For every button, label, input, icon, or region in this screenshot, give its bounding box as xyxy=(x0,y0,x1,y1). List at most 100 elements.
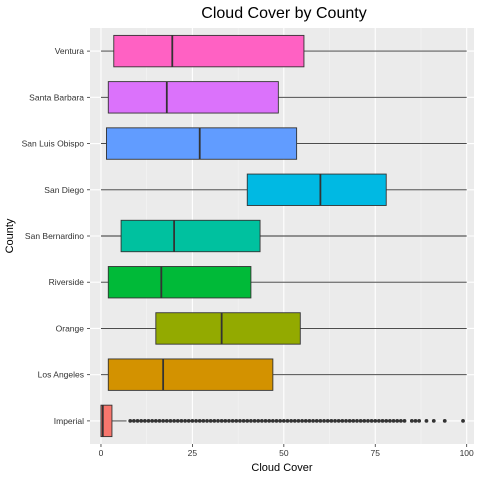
outlier-point xyxy=(150,418,155,423)
outlier-point xyxy=(168,418,173,423)
outlier-point xyxy=(384,418,389,423)
y-tick-label: San Bernardino xyxy=(25,231,84,241)
outlier-point xyxy=(292,418,297,423)
x-tick-label: 50 xyxy=(279,448,289,458)
outlier-point xyxy=(395,418,400,423)
outlier-point xyxy=(216,418,220,423)
outlier-point xyxy=(358,418,363,423)
y-tick-label: San Luis Obispo xyxy=(22,139,85,149)
outlier-point xyxy=(377,418,381,423)
outlier-point xyxy=(139,418,144,423)
outlier-point xyxy=(146,418,151,423)
outlier-point xyxy=(296,418,301,423)
outlier-point xyxy=(380,418,385,423)
outlier-point xyxy=(274,418,279,423)
y-tick-label: Los Angeles xyxy=(38,370,84,380)
outlier-point xyxy=(175,418,180,423)
outlier-point xyxy=(442,418,447,423)
x-tick-label: 75 xyxy=(371,448,381,458)
outlier-point xyxy=(238,418,242,423)
outlier-point xyxy=(241,418,246,423)
outlier-point xyxy=(223,418,228,423)
outlier-point xyxy=(197,418,202,423)
outlier-point xyxy=(270,418,275,423)
outlier-point xyxy=(351,418,356,423)
outlier-point xyxy=(366,418,370,423)
outlier-point xyxy=(153,418,158,423)
outlier-point xyxy=(179,418,184,423)
iqr-box xyxy=(107,358,274,391)
x-axis-label: Cloud Cover xyxy=(251,462,312,474)
iqr-box xyxy=(113,34,305,68)
y-tick-label: Riverside xyxy=(49,277,85,287)
outlier-point xyxy=(307,418,312,423)
outlier-point xyxy=(373,418,378,423)
iqr-box xyxy=(120,219,261,253)
x-tick-label: 25 xyxy=(188,448,198,458)
outlier-point xyxy=(355,418,359,423)
outlier-point xyxy=(278,418,283,423)
outlier-point xyxy=(413,418,418,423)
outlier-point xyxy=(340,418,345,423)
outlier-point xyxy=(183,418,187,423)
iqr-box xyxy=(107,266,252,299)
outlier-point xyxy=(322,418,326,423)
box-imperial xyxy=(100,404,465,438)
outlier-point xyxy=(402,418,407,423)
outlier-point xyxy=(336,418,341,423)
box-riverside xyxy=(100,266,467,299)
outlier-point xyxy=(417,418,422,423)
outlier-point xyxy=(194,418,198,423)
iqr-box xyxy=(155,312,301,345)
outlier-point xyxy=(289,418,294,423)
outlier-point xyxy=(424,418,429,423)
outlier-point xyxy=(431,418,436,423)
outlier-point xyxy=(128,418,133,423)
outlier-point xyxy=(281,418,286,423)
outlier-point xyxy=(461,418,465,423)
outlier-point xyxy=(135,418,140,423)
box-santa-barbara xyxy=(100,81,467,114)
outlier-point xyxy=(245,418,250,423)
outlier-point xyxy=(190,418,195,423)
x-tick-label: 0 xyxy=(99,448,104,458)
box-ventura xyxy=(100,34,467,68)
outlier-point xyxy=(329,418,334,423)
x-tick-labels: 0 25 50 75 100 xyxy=(99,444,474,458)
iqr-box xyxy=(100,404,113,438)
box-san-diego xyxy=(100,173,467,206)
outlier-point xyxy=(208,418,213,423)
y-axis-label: County xyxy=(4,218,16,253)
outlier-point xyxy=(219,418,224,423)
outlier-point xyxy=(142,418,147,423)
box-los-angeles xyxy=(100,358,467,391)
outlier-point xyxy=(303,418,308,423)
y-tick-label: San Diego xyxy=(44,185,84,195)
outlier-point xyxy=(186,418,191,423)
outlier-point xyxy=(234,418,239,423)
outlier-point xyxy=(314,418,319,423)
outlier-point xyxy=(157,418,162,423)
outlier-point xyxy=(300,418,305,423)
box-san-luis-obispo xyxy=(100,127,467,160)
outlier-point xyxy=(212,418,217,423)
y-tick-label: Santa Barbara xyxy=(29,92,84,102)
outlier-point xyxy=(387,418,392,423)
iqr-box xyxy=(106,127,298,160)
x-tick-label: 100 xyxy=(460,448,474,458)
outlier-point xyxy=(362,418,367,423)
outlier-point xyxy=(227,418,231,423)
outlier-point xyxy=(256,418,261,423)
outlier-point xyxy=(318,418,323,423)
outlier-point xyxy=(325,418,330,423)
box-san-bernardino xyxy=(100,219,467,253)
outlier-point xyxy=(205,418,209,423)
iqr-box xyxy=(107,81,279,114)
outlier-point xyxy=(164,418,169,423)
chart-title: Cloud Cover by County xyxy=(201,5,366,22)
outlier-point xyxy=(391,418,396,423)
outlier-point xyxy=(347,418,352,423)
outlier-point xyxy=(131,418,136,423)
